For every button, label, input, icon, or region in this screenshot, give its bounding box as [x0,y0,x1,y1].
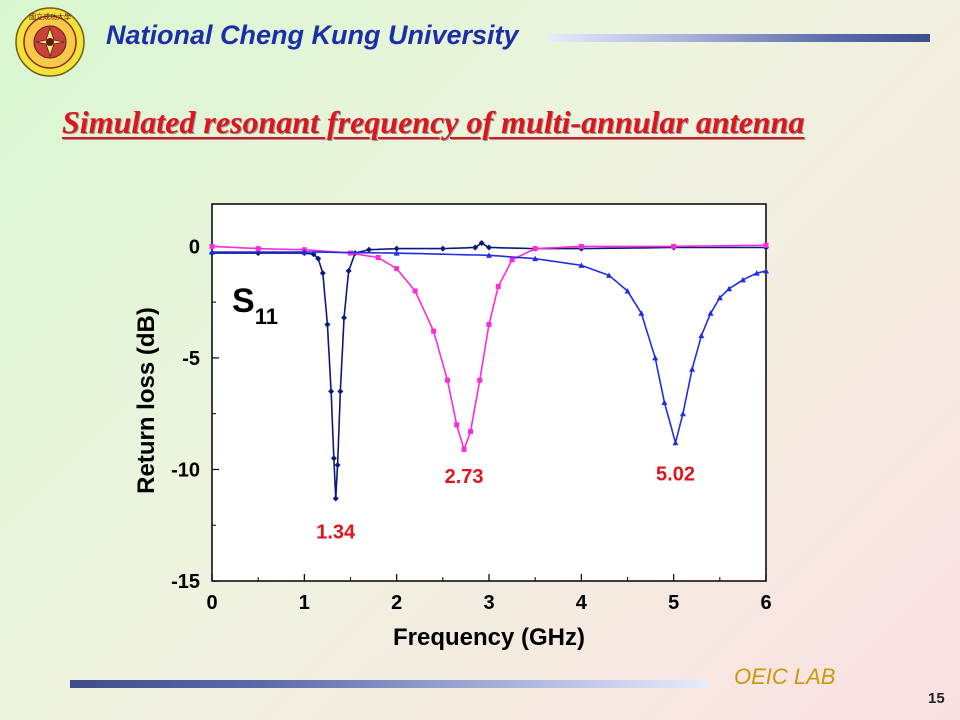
x-axis-label: Frequency (GHz) [393,624,585,651]
series-point [209,248,215,255]
series-point [209,243,215,249]
series-point [689,366,696,372]
series-point [661,399,668,406]
series-point [431,328,437,334]
series-point [301,248,308,255]
series-point [532,246,538,252]
series-point [716,294,723,301]
lab-name: OEIC LAB [734,664,836,689]
series-point [707,310,714,316]
series-point [672,439,679,446]
series-point [341,314,348,321]
series-point [365,246,372,253]
resonance-label: 5.02 [656,464,695,486]
series-point [486,252,492,258]
series-point [763,267,769,274]
series-point [255,246,261,252]
series-point [486,321,492,327]
university-name: National Cheng Kung University [106,20,519,50]
series-point [652,354,659,361]
series-point [763,242,769,248]
y-axis-label: Return loss (dB) [133,307,160,494]
series-point [753,270,760,276]
series-point [330,455,337,462]
series-point [319,270,326,277]
x-tick-label: 1 [299,592,310,614]
x-tick-label: 6 [760,592,771,614]
y-tick-label: -15 [171,571,200,593]
series-point [334,462,341,468]
x-tick-label: 5 [668,592,679,614]
series-point [394,266,400,272]
series-point [454,422,460,428]
series-point [478,240,485,247]
x-tick-label: 2 [391,592,402,614]
resonance-label: 1.34 [316,522,356,544]
series-point [375,255,381,261]
resonance-label: 2.73 [445,466,484,488]
page-number: 15 [928,690,945,707]
header-divider-bar [548,34,930,42]
series-point [509,257,515,263]
s11-annotation: S11 [232,282,278,329]
series-point [532,255,539,262]
series-point [324,321,331,328]
plot-area [211,203,767,582]
university-logo: 國立成功大學 [15,7,85,77]
series-point [477,377,483,383]
footer-divider-bar [70,680,708,688]
series-point [468,429,474,435]
series-point [698,332,705,339]
series-point [671,243,677,249]
series-point [578,262,585,268]
x-tick-label: 0 [206,592,217,614]
series-point [337,388,344,395]
series-point [638,310,645,316]
series-point [472,244,479,251]
series-point [461,446,467,452]
y-tick-label: -10 [171,459,200,481]
series-point [315,255,322,262]
slide-title: Simulated resonant frequency of multi-an… [62,104,805,140]
series-point [332,495,339,502]
x-tick-label: 4 [576,592,588,614]
series-point [439,245,446,252]
series-point [444,377,450,383]
series-point [393,250,400,256]
series-point [679,410,686,417]
series-point [345,267,352,274]
y-tick-label: 0 [189,236,200,258]
series-point [393,245,400,252]
series-point [486,244,492,251]
series-point [726,285,733,292]
series-point [495,284,501,290]
series-point [624,288,631,294]
y-tick-label: -5 [182,348,200,370]
x-tick-label: 3 [483,592,494,614]
series-point [606,272,613,278]
svg-text:國立成功大學: 國立成功大學 [29,12,71,21]
series-line-2 [211,244,767,452]
series-point [739,276,746,283]
series-point [328,388,335,395]
series-point [412,288,418,294]
series-point [578,243,584,249]
